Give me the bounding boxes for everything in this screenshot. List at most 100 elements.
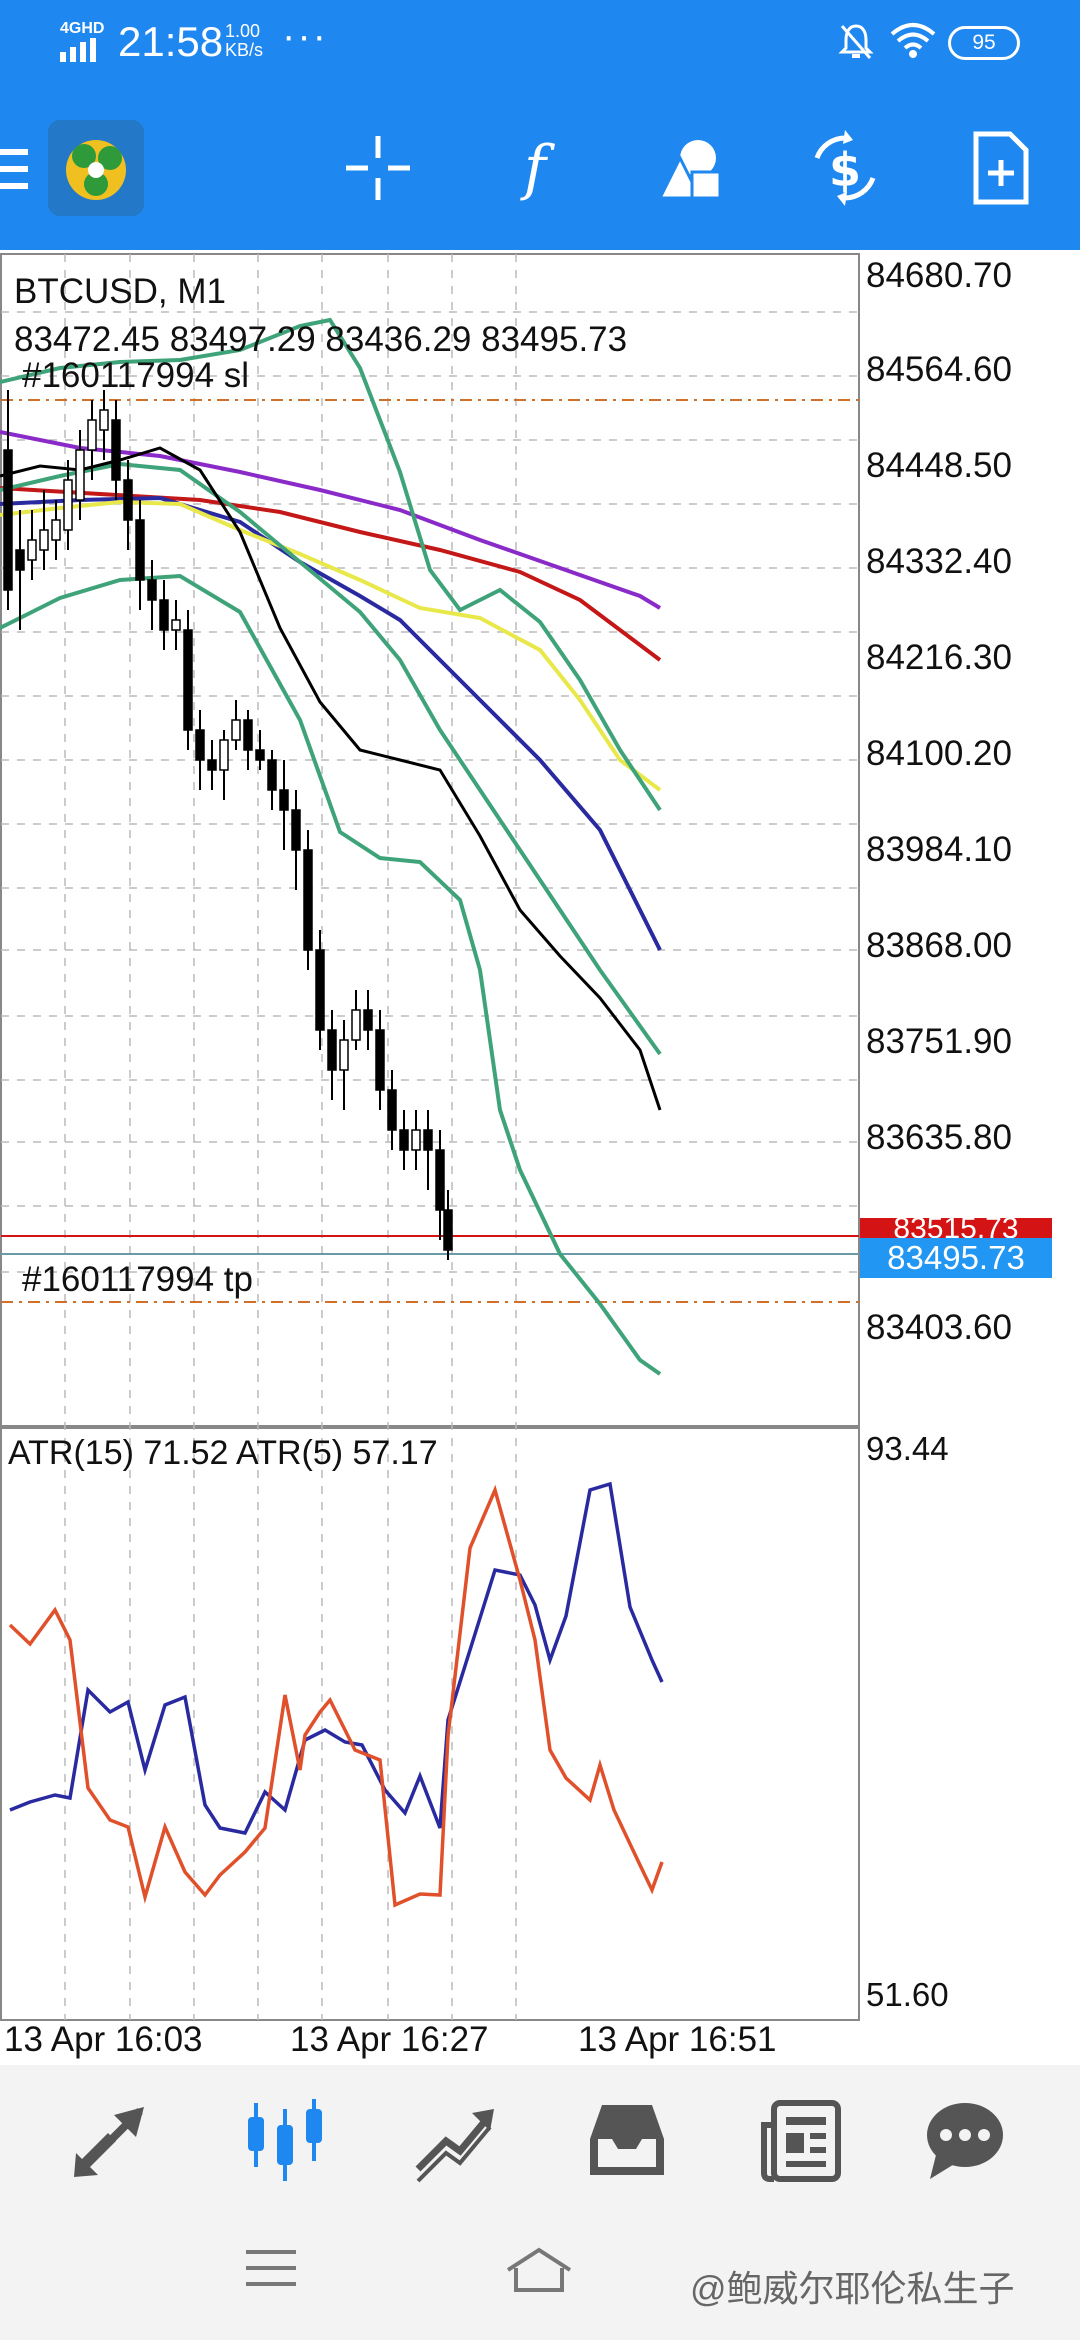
- net-speed: 1.00 KB/s: [225, 21, 264, 60]
- candle-body: [195, 729, 205, 761]
- news-icon[interactable]: [756, 2095, 846, 2185]
- chat-icon[interactable]: [920, 2095, 1010, 2185]
- candle-body: [279, 789, 289, 811]
- candle-body: [243, 719, 253, 751]
- candle-body: [3, 449, 13, 591]
- history-icon[interactable]: [582, 2095, 672, 2185]
- menu-icon[interactable]: [0, 145, 30, 195]
- ohlc-label: 83472.45 83497.29 83436.29 83495.73: [14, 320, 628, 359]
- indicators-icon[interactable]: f: [495, 128, 575, 208]
- candlesticks: [3, 390, 453, 1260]
- bollinger-middle: [0, 461, 662, 1056]
- candle-body: [411, 1129, 421, 1151]
- system-navigation: @鲍威尔耶伦私生子: [0, 2210, 1080, 2340]
- y-tick: 83751.90: [866, 1022, 1012, 1061]
- chart-canvas[interactable]: [0, 250, 1080, 2065]
- y-tick: 84448.50: [866, 446, 1012, 485]
- candle-body: [399, 1129, 409, 1151]
- candle-body: [267, 759, 277, 791]
- indicator-y-max: 93.44: [866, 1430, 949, 1467]
- candle-body: [39, 529, 49, 551]
- candle-body: [423, 1129, 433, 1151]
- candle-body: [351, 1009, 361, 1041]
- candle-body: [435, 1149, 445, 1211]
- ma-yellow: [0, 499, 662, 792]
- chart-icon[interactable]: [240, 2095, 330, 2185]
- ma-purple: [0, 430, 662, 610]
- candle-body: [375, 1029, 385, 1091]
- status-bar: 4GHD 21:58 1.00 KB/s ··· 95: [0, 0, 1080, 90]
- candle-body: [291, 809, 301, 851]
- y-tick: 83635.80: [866, 1118, 1012, 1157]
- candle-body: [159, 599, 169, 631]
- svg-text:f: f: [520, 133, 556, 203]
- y-tick: 84216.30: [866, 638, 1012, 677]
- watermark-text: @鲍威尔耶伦私生子: [690, 2268, 1015, 2309]
- candle-body: [147, 579, 157, 601]
- metatrader-logo[interactable]: [48, 120, 144, 216]
- y-tick: 84680.70: [866, 256, 1012, 295]
- candle-body: [87, 419, 97, 451]
- trade-icon[interactable]: $: [805, 128, 885, 208]
- quotes-icon[interactable]: [66, 2095, 156, 2185]
- svg-text:$: $: [829, 143, 861, 197]
- candle-body: [111, 419, 121, 481]
- y-tick: 84100.20: [866, 734, 1012, 773]
- bollinger-upper: [0, 317, 662, 812]
- x-tick: 13 Apr 16:51: [578, 2020, 777, 2059]
- candle-body: [15, 549, 25, 571]
- indicator-y-min: 51.60: [866, 1976, 949, 2013]
- atr15-line: [9, 1481, 664, 1835]
- recent-apps-icon[interactable]: [244, 2246, 300, 2290]
- atr5-line: [8, 1484, 664, 1908]
- candle-body: [183, 629, 193, 731]
- ma-red: [0, 486, 662, 662]
- main-chart-frame: [0, 253, 860, 1427]
- y-tick: 83868.00: [866, 926, 1012, 965]
- candle-body: [255, 749, 265, 761]
- trade-nav-icon[interactable]: [410, 2095, 500, 2185]
- crosshair-icon[interactable]: [338, 128, 418, 208]
- atr-label: ATR(15) 71.52 ATR(5) 57.17: [8, 1434, 438, 1472]
- y-tick: 83403.60: [866, 1308, 1012, 1347]
- candle-body: [207, 759, 217, 771]
- bollinger-lower: [0, 573, 662, 1376]
- x-tick: 13 Apr 16:27: [290, 2020, 489, 2059]
- mute-bell-icon: [838, 24, 874, 59]
- network-type: 4GHD: [60, 20, 105, 37]
- home-icon[interactable]: [504, 2246, 574, 2296]
- new-order-icon[interactable]: [960, 128, 1040, 208]
- candle-body: [387, 1089, 397, 1131]
- candle-body: [303, 849, 313, 951]
- candle-body: [327, 1029, 337, 1071]
- candle-body: [339, 1039, 349, 1071]
- wifi-icon: [890, 23, 936, 58]
- x-tick: 13 Apr 16:03: [4, 2020, 203, 2059]
- candle-body: [75, 449, 85, 501]
- candle-body: [135, 519, 145, 581]
- chart-toolbar: f $: [0, 90, 1080, 250]
- signal-icon: [60, 38, 96, 62]
- objects-icon[interactable]: [650, 128, 730, 208]
- candle-body: [219, 739, 229, 771]
- y-tick: 83984.10: [866, 830, 1012, 869]
- y-tick: 84332.40: [866, 542, 1012, 581]
- indicator-frame: [0, 1427, 860, 2021]
- candle-body: [315, 949, 325, 1031]
- ma-blue: [0, 495, 662, 951]
- candle-body: [27, 539, 37, 561]
- candle-body: [443, 1209, 453, 1251]
- candle-body: [63, 479, 73, 531]
- candle-body: [171, 619, 181, 631]
- current-price-badge: 83495.73: [860, 1238, 1052, 1278]
- clock: 21:58: [118, 18, 224, 65]
- sl-label: #160117994 sl: [22, 356, 250, 395]
- price-chart[interactable]: BTCUSD, M1 83472.45 83497.29 83436.29 83…: [0, 250, 1080, 2065]
- ask-price-badge: 83515.73: [860, 1218, 1052, 1240]
- candle-body: [99, 409, 109, 431]
- candle-body: [231, 719, 241, 741]
- candle-body: [51, 519, 61, 541]
- ma-black: [0, 446, 662, 1111]
- more-notifications-icon: ···: [282, 14, 328, 58]
- y-tick: 84564.60: [866, 350, 1012, 389]
